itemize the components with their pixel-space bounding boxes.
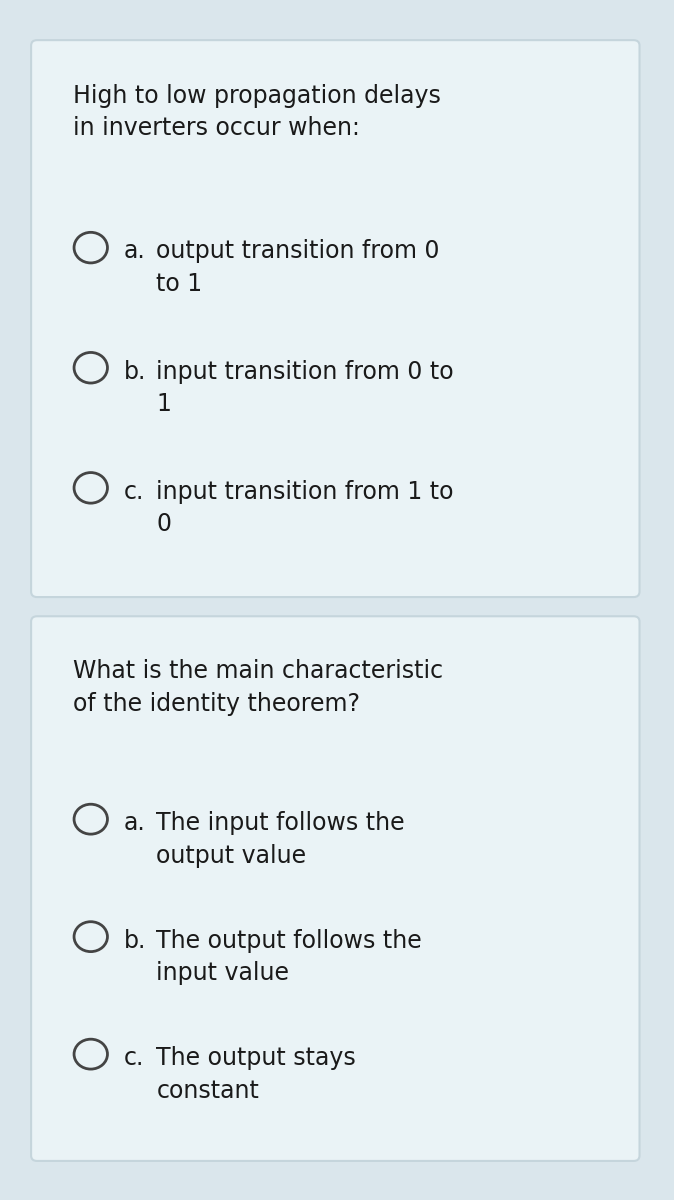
Text: a.: a.	[123, 240, 146, 264]
Circle shape	[74, 473, 107, 503]
Text: The output follows the
input value: The output follows the input value	[156, 929, 422, 985]
Text: c.: c.	[123, 480, 144, 504]
Text: output transition from 0
to 1: output transition from 0 to 1	[156, 240, 440, 296]
FancyBboxPatch shape	[31, 617, 640, 1160]
Text: High to low propagation delays
in inverters occur when:: High to low propagation delays in invert…	[73, 84, 441, 140]
Circle shape	[74, 233, 107, 263]
FancyBboxPatch shape	[31, 40, 640, 598]
Text: a.: a.	[123, 811, 146, 835]
Text: What is the main characteristic
of the identity theorem?: What is the main characteristic of the i…	[73, 659, 443, 715]
Text: b.: b.	[123, 360, 146, 384]
Circle shape	[74, 804, 107, 834]
Circle shape	[74, 922, 107, 952]
Circle shape	[74, 353, 107, 383]
Text: The input follows the
output value: The input follows the output value	[156, 811, 405, 868]
Text: input transition from 0 to
1: input transition from 0 to 1	[156, 360, 454, 416]
Text: The output stays
constant: The output stays constant	[156, 1046, 356, 1103]
Circle shape	[74, 1039, 107, 1069]
Text: b.: b.	[123, 929, 146, 953]
Text: c.: c.	[123, 1046, 144, 1070]
Text: input transition from 1 to
0: input transition from 1 to 0	[156, 480, 454, 536]
